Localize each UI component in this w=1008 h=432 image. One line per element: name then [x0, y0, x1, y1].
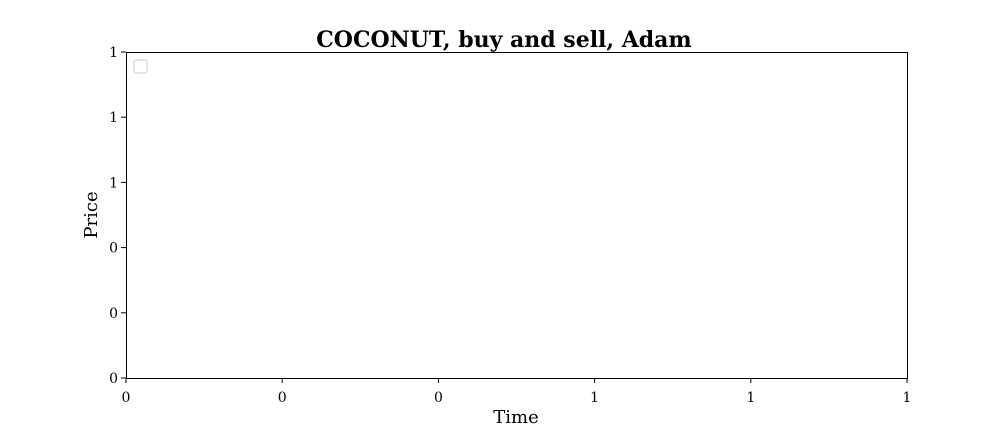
- y-tick-label: 0: [109, 306, 118, 322]
- y-tick-label: 1: [109, 45, 118, 61]
- y-tick-label: 1: [109, 110, 118, 126]
- y-axis-label: Price: [81, 191, 102, 238]
- y-axis: 0 0 0 1 1 1: [109, 45, 126, 387]
- y-tick-label: 0: [109, 371, 118, 387]
- x-tick-label: 0: [278, 390, 287, 406]
- legend: [133, 59, 148, 74]
- plot-area: [126, 52, 908, 379]
- y-tick-label: 0: [109, 241, 118, 257]
- x-axis: 0 0 0 1 1 1: [122, 378, 912, 406]
- x-tick-label: 1: [903, 390, 912, 406]
- x-tick-label: 0: [434, 390, 443, 406]
- x-tick-label: 0: [122, 390, 131, 406]
- x-tick-label: 1: [590, 390, 599, 406]
- chart-title: COCONUT, buy and sell, Adam: [316, 27, 691, 53]
- y-tick-label: 1: [109, 175, 118, 191]
- x-tick-label: 1: [746, 390, 755, 406]
- x-axis-label: Time: [493, 407, 538, 428]
